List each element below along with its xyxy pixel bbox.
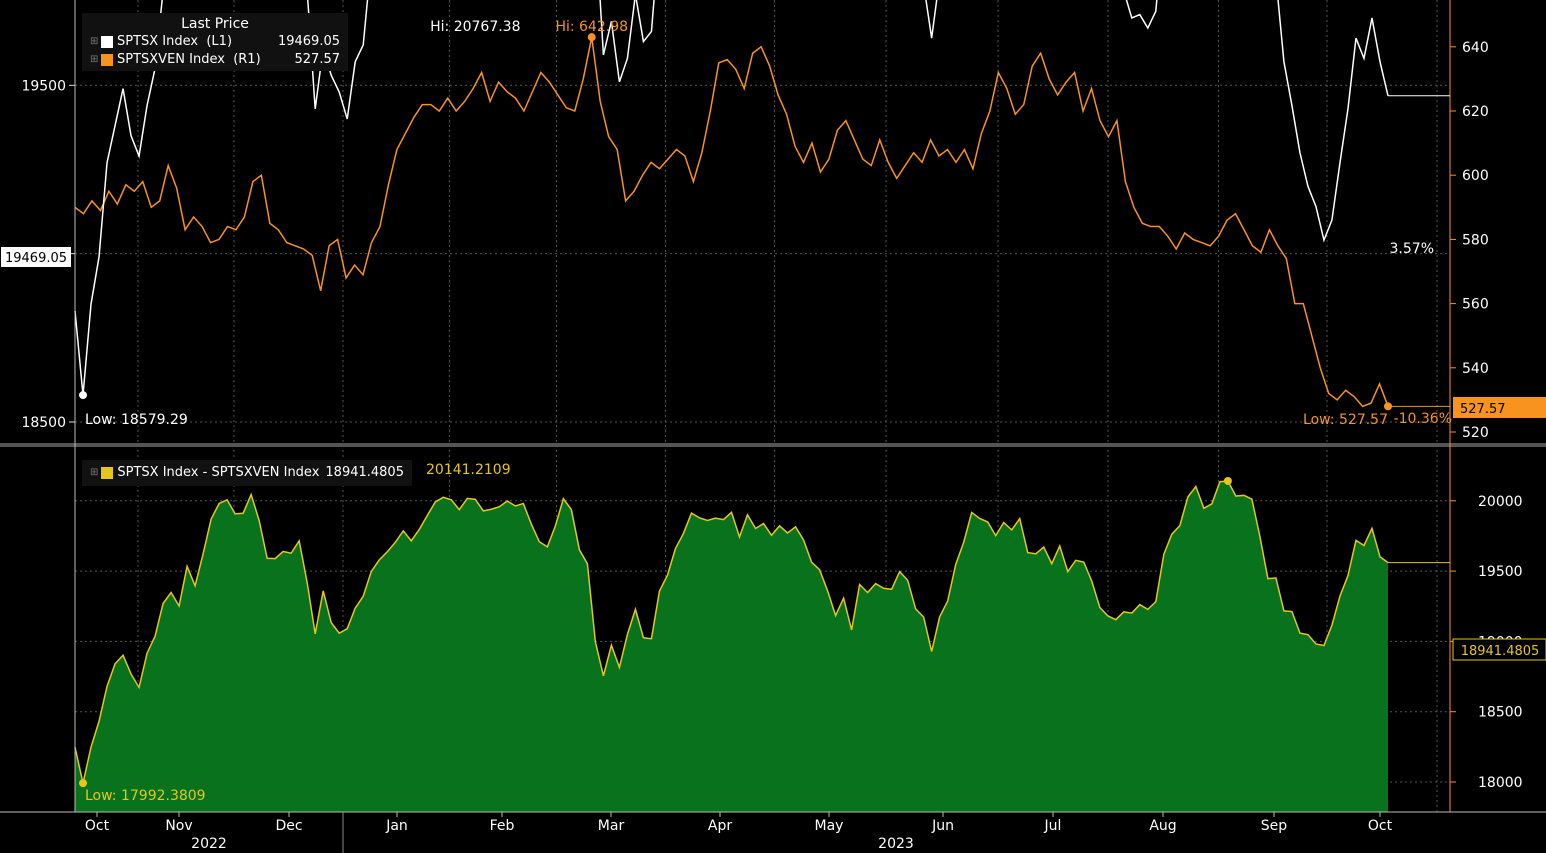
change-label-sptsxven: -10.36% [1394,411,1452,427]
legend-value-sptsxven: 527.57 [294,52,341,67]
right-tick-label: 19500 [1478,564,1523,580]
right-tick-label: 620 [1462,104,1489,120]
legend-header: Last Price [181,16,249,32]
change-label-sptsx: 3.57% [1390,241,1434,257]
lower-legend: ⊞ SPTSX Index - SPTSXVEN Index 18941.480… [82,460,412,486]
month-label: May [815,818,844,834]
legend-value-sptsx: 19469.05 [277,34,340,49]
legend-item-sptsx[interactable]: ⊞ SPTSX Index (L1) 19469.05 [90,33,340,51]
last-value-sptsx: 19469.05 [5,251,67,266]
right-tick-label: 640 [1462,40,1489,56]
month-label: Jan [385,818,408,834]
left-tick-label: 19500 [21,78,66,94]
right-tick-label: 18500 [1478,705,1523,721]
legend-swatch-spread [101,467,114,479]
hi-marker-spread [1223,476,1232,485]
year-label: 2022 [191,836,227,852]
spread-area [75,480,1388,812]
legend-swatch-sptsxven [101,54,113,66]
month-label: Jul [1044,818,1062,834]
top-legend: Last Price ⊞ SPTSX Index (L1) 19469.05 ⊞… [82,13,348,71]
month-label: Sep [1261,818,1288,834]
month-label: Jun [931,818,954,834]
low-marker-spread [79,779,88,788]
expand-icon[interactable]: ⊞ [90,467,99,478]
last-value-sptsxven: 527.57 [1460,402,1506,417]
legend-item-spread[interactable]: ⊞ SPTSX Index - SPTSXVEN Index 18941.480… [90,464,404,482]
last-value-box-sptsx [1,247,71,267]
month-label: Feb [490,818,515,834]
legend-name-spread: SPTSX Index - SPTSXVEN Index [117,465,320,480]
month-label: Aug [1149,818,1176,834]
hi-marker-sptsxven [587,33,596,42]
low-label-spread: Low: 17992.3809 [85,788,206,804]
last-value-spread: 18941.4805 [1461,644,1540,659]
series-line-sptsxven [74,37,1389,408]
right-tick-label: 600 [1462,168,1489,184]
month-label: Oct [1368,818,1393,834]
legend-item-sptsxven[interactable]: ⊞ SPTSXVEN Index (R1) 527.57 [90,51,340,69]
legend-name-sptsx: SPTSX Index (L1) [116,34,233,49]
last-value-box-spread [1452,638,1546,661]
month-label: Nov [165,818,192,834]
month-label: Mar [598,818,625,834]
hi-label-sptsx: Hi: 20767.38 [430,19,520,35]
right-tick-label: 560 [1462,297,1489,313]
low-label-sptsxven: Low: 527.57 [1303,412,1388,428]
panel-divider [0,443,1546,447]
low-marker-sptsx [79,391,88,400]
last-value-box-sptsxven [1453,397,1546,418]
expand-icon[interactable]: ⊞ [90,54,99,65]
legend-name-sptsxven: SPTSXVEN Index (R1) [116,52,261,67]
month-label: Dec [275,818,302,834]
hi-label-spread: 20141.2109 [426,462,511,478]
left-tick-label: 18500 [21,415,66,431]
month-label: Oct [85,818,110,834]
low-label-sptsx: Low: 18579.29 [85,412,188,428]
expand-icon[interactable]: ⊞ [90,36,99,47]
right-tick-label: 580 [1462,232,1489,248]
hi-label-sptsxven: Hi: 642.98 [555,19,628,35]
year-label: 2023 [878,836,914,852]
month-label: Apr [708,818,732,834]
legend-swatch-sptsx [101,36,113,48]
right-tick-label: 20000 [1478,494,1523,510]
right-tick-label: 520 [1462,425,1489,441]
spread-line [74,480,1389,784]
legend-value-spread: 18941.4805 [325,465,404,480]
right-tick-label: 540 [1462,361,1489,377]
right-tick-label: 18000 [1478,775,1523,791]
